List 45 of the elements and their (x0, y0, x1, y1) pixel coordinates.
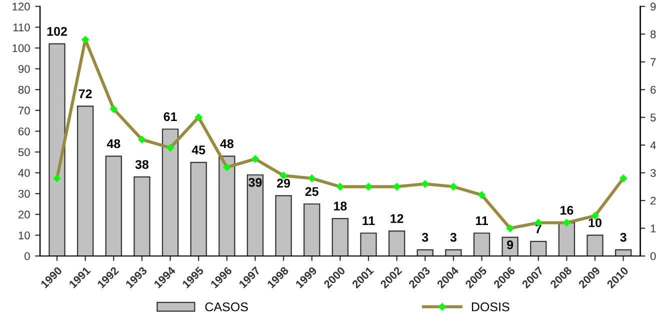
data-label: 45 (192, 146, 206, 154)
data-label: 29 (277, 178, 290, 188)
data-label: 3 (450, 232, 456, 242)
y-tick-label: 100 (12, 44, 30, 52)
y-tick-label: 10 (18, 231, 30, 240)
data-label: 12 (390, 214, 404, 223)
data-label: 9 (507, 240, 514, 250)
data-label: 11 (476, 216, 488, 225)
data-label: 11 (362, 216, 375, 225)
y2-tick-label: 2 (650, 196, 656, 205)
y-tick-label: 70 (18, 106, 30, 115)
y-tick-label: 30 (18, 190, 30, 198)
data-label: 10 (588, 218, 602, 228)
data-label: 38 (135, 160, 149, 169)
data-label: 102 (47, 26, 67, 36)
data-label: 48 (106, 139, 120, 148)
y2-tick-label: 6 (650, 86, 656, 94)
y2-tick-label: 4 (650, 141, 656, 150)
data-label: 48 (220, 139, 234, 148)
y2-tick-label: 7 (650, 58, 656, 66)
y-tick-label: 90 (18, 65, 30, 73)
y-tick-label: 20 (18, 210, 30, 219)
data-label: 39 (248, 178, 262, 187)
data-label: 25 (305, 187, 318, 196)
y-tick-label: 0 (24, 252, 30, 260)
y2-tick-label: 8 (650, 30, 656, 38)
data-label: 3 (620, 232, 626, 242)
legend-label: DOSIS (472, 302, 510, 312)
data-label: 72 (78, 89, 92, 98)
legend-label: CASOS (205, 302, 248, 312)
y2-tick-label: 5 (650, 114, 656, 122)
y-tick-label: 60 (18, 127, 30, 136)
y2-tick-label: 1 (650, 224, 656, 232)
data-label: 16 (560, 206, 574, 215)
y2-tick-label: 0 (650, 252, 656, 260)
y-tick-label: 120 (12, 2, 30, 11)
y-tick-label: 80 (18, 86, 30, 94)
data-label: 61 (164, 112, 177, 122)
data-label: 18 (334, 202, 347, 211)
y2-tick-label: 9 (650, 2, 656, 11)
y-tick-label: 40 (18, 169, 30, 177)
y-tick-label: 50 (18, 148, 30, 156)
data-label: 3 (422, 232, 428, 242)
y-tick-label: 110 (13, 23, 30, 32)
y2-tick-label: 3 (650, 169, 656, 177)
